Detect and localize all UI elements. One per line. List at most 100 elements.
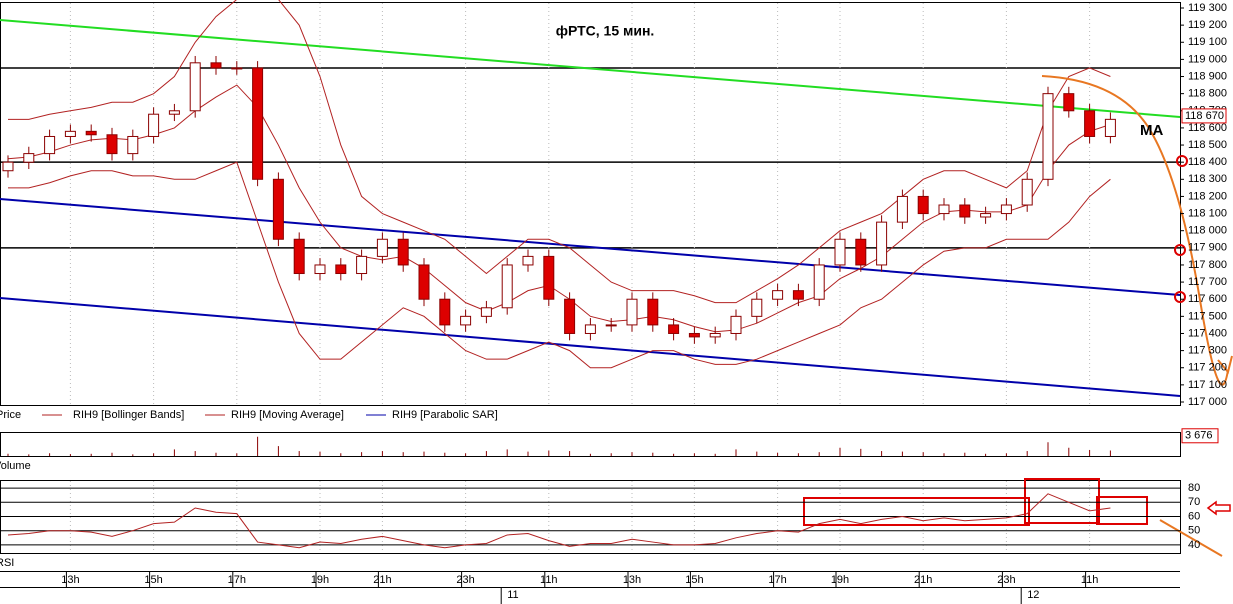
panel-label: Volume [0, 460, 31, 472]
y-tick-label: 70 [1188, 496, 1200, 508]
candle-body [356, 255, 368, 275]
y-tick-label: 117 900 [1188, 242, 1227, 254]
candle-body [106, 134, 118, 155]
level-marker [1174, 244, 1186, 256]
x-tick-label: 15h [144, 574, 162, 586]
annotation: MA [1140, 122, 1163, 139]
candle-body [980, 213, 992, 218]
price-panel [0, 2, 1181, 406]
candle-body [938, 204, 950, 215]
candle-body [252, 67, 264, 180]
candle-body [1104, 118, 1116, 137]
candle-body [1042, 93, 1054, 180]
candle-body [376, 238, 388, 257]
candle-body [23, 153, 35, 163]
legend-entry: RIH9 [Bollinger Bands] [73, 409, 184, 421]
candle-body [293, 238, 305, 275]
y-tick-label: 118 400 [1188, 156, 1227, 168]
y-tick-label: 119 100 [1188, 36, 1227, 48]
trend-line [0, 198, 1181, 296]
legend-entry: Price [0, 409, 21, 421]
y-tick-label: 119 000 [1188, 53, 1227, 65]
candle-body [44, 135, 56, 155]
candle-body [189, 62, 201, 112]
candle-body [210, 62, 222, 69]
bollinger-lower [8, 161, 1111, 369]
candle-body [709, 332, 721, 338]
level-marker [1176, 155, 1188, 167]
highlight-box [1024, 478, 1100, 524]
legend-entry: RIH9 [Moving Average] [231, 409, 344, 421]
candle-body [1021, 178, 1033, 206]
highlight-box [1096, 496, 1148, 525]
candle-body [460, 315, 472, 326]
price-tag [1181, 108, 1227, 124]
moving-average [7, 84, 1111, 333]
forecast-arrow [1159, 519, 1223, 557]
candle-body [397, 238, 409, 266]
candle-body [1084, 110, 1096, 137]
x-tick-label: 21h [914, 574, 932, 586]
candle-body [855, 238, 867, 266]
y-tick-label: 118 900 [1188, 70, 1227, 82]
candle-body [647, 298, 659, 326]
candle-body [834, 238, 846, 266]
y-tick-label: 118 200 [1188, 190, 1227, 202]
x-tick-label: 15h [685, 574, 703, 586]
candle-body [688, 332, 700, 338]
candle-body [335, 264, 347, 275]
volume-tag-label: 3 676 [1185, 430, 1213, 442]
candle-body [792, 290, 804, 300]
candle-body [1063, 93, 1075, 112]
candle-body [668, 324, 680, 334]
candle-body [439, 298, 451, 326]
candle-body [564, 298, 576, 334]
candle-body [480, 307, 492, 317]
day-label: 12 [1027, 589, 1039, 601]
candle-body [127, 135, 139, 155]
y-tick-label: 118 800 [1188, 88, 1227, 100]
forecast-arrow [1041, 75, 1229, 386]
x-tick-label: 13h [623, 574, 641, 586]
y-tick-label: 117 000 [1188, 396, 1227, 408]
chart-title: фРТС, 15 мин. [556, 23, 655, 39]
y-tick-label: 117 800 [1188, 259, 1227, 271]
bollinger-upper [8, 0, 1111, 304]
y-tick-label: 117 300 [1188, 345, 1227, 357]
y-tick-label: 119 300 [1188, 2, 1227, 14]
candle-body [959, 204, 971, 218]
y-tick-label: 118 100 [1188, 207, 1227, 219]
candle-body [584, 324, 596, 334]
price-tag-label: 118 670 [1185, 110, 1224, 122]
panel-label: RSI [0, 557, 14, 569]
y-tick-label: 119 200 [1188, 19, 1227, 31]
volume-tag [1181, 428, 1219, 444]
candle-body [168, 110, 180, 115]
y-tick-label: 40 [1188, 539, 1200, 551]
y-tick-label: 117 200 [1188, 362, 1227, 374]
x-tick-label: 23h [456, 574, 474, 586]
y-tick-label: 50 [1188, 525, 1200, 537]
candle-body [605, 324, 617, 327]
candle-body [501, 264, 513, 309]
candle-body [64, 130, 76, 137]
candle-body [272, 178, 284, 240]
level-marker [1174, 291, 1186, 303]
candle-body [917, 195, 929, 215]
candle-body [772, 290, 784, 300]
x-tick-label: 21h [373, 574, 391, 586]
candle-body [418, 264, 430, 300]
legend-entry: RIH9 [Parabolic SAR] [392, 409, 498, 421]
arrow-marker [1206, 500, 1231, 516]
x-tick-label: 17h [768, 574, 786, 586]
candle-body [231, 67, 243, 70]
trend-line [0, 19, 1181, 118]
candle-body [85, 130, 97, 136]
trend-line [0, 297, 1181, 397]
y-tick-label: 118 000 [1188, 225, 1227, 237]
y-tick-label: 117 600 [1188, 293, 1227, 305]
y-tick-label: 118 500 [1188, 139, 1227, 151]
candle-body [896, 195, 908, 223]
